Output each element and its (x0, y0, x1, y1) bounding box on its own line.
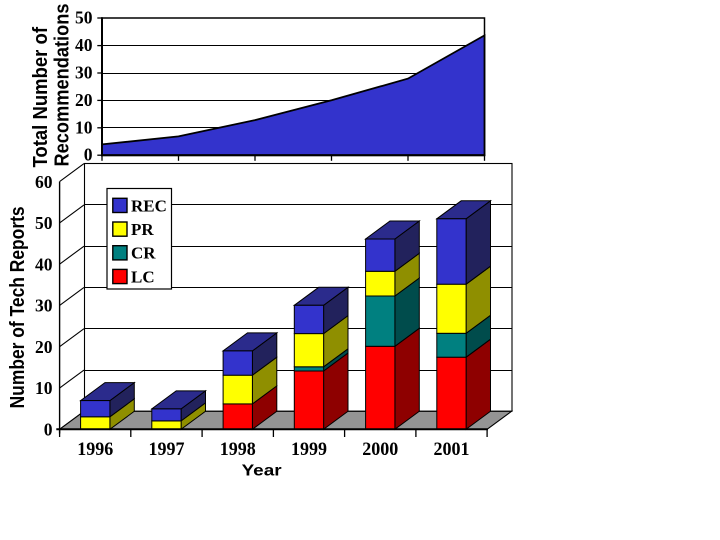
svg-text:30: 30 (35, 296, 53, 316)
svg-text:30: 30 (75, 63, 93, 83)
svg-text:LC: LC (131, 267, 155, 286)
svg-text:2001: 2001 (434, 440, 470, 460)
svg-text:1999: 1999 (291, 440, 327, 460)
svg-text:0: 0 (84, 145, 93, 165)
svg-text:60: 60 (35, 172, 53, 192)
svg-text:20: 20 (75, 90, 93, 110)
svg-text:50: 50 (35, 213, 53, 233)
svg-text:1997: 1997 (149, 440, 185, 460)
svg-text:50: 50 (75, 8, 93, 28)
svg-text:2000: 2000 (362, 440, 398, 460)
svg-text:PR: PR (131, 220, 154, 239)
svg-text:Year: Year (242, 463, 282, 480)
svg-text:20: 20 (35, 337, 53, 357)
svg-text:1996: 1996 (77, 440, 113, 460)
svg-text:REC: REC (131, 196, 167, 215)
svg-text:Recommendations: Recommendations (50, 4, 73, 167)
svg-text:40: 40 (35, 254, 53, 274)
svg-text:40: 40 (75, 35, 93, 55)
svg-text:CR: CR (131, 244, 156, 263)
svg-text:1998: 1998 (220, 440, 256, 460)
svg-text:Number of Tech Reports: Number of Tech Reports (6, 206, 29, 408)
svg-text:0: 0 (44, 420, 53, 440)
svg-text:Total Number of: Total Number of (29, 27, 52, 168)
svg-text:10: 10 (75, 117, 93, 137)
svg-text:10: 10 (35, 378, 53, 398)
